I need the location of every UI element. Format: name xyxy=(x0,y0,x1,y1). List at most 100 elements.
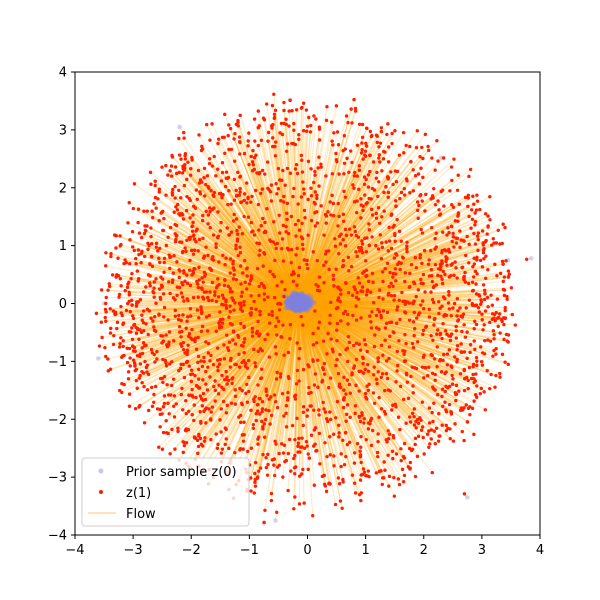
flow-line xyxy=(211,269,296,302)
flow-line xyxy=(296,305,301,349)
flow-line xyxy=(303,302,453,368)
flow-line xyxy=(308,296,380,304)
flow-line xyxy=(268,305,298,358)
flow-line xyxy=(306,301,414,323)
flow-line xyxy=(253,234,298,301)
flow-line xyxy=(298,302,376,404)
flow-line xyxy=(298,191,345,301)
flow-line xyxy=(267,188,299,298)
flow-line xyxy=(298,302,340,426)
flow-line xyxy=(312,270,444,304)
flow-line xyxy=(250,156,298,299)
flow-line xyxy=(263,232,298,299)
flow-line xyxy=(158,220,295,301)
flow-line xyxy=(173,211,294,301)
flow-line xyxy=(301,291,426,303)
flow-line xyxy=(233,138,299,301)
flow-line xyxy=(303,303,398,352)
flow-line xyxy=(200,304,298,422)
flow-line xyxy=(213,304,295,366)
flow-line xyxy=(161,286,297,303)
flow-line xyxy=(154,180,297,300)
flow-line xyxy=(300,302,366,346)
flow-line xyxy=(306,289,485,305)
flow-line xyxy=(300,303,414,387)
flow-line xyxy=(304,301,439,305)
flow-line xyxy=(300,286,339,303)
flow-line xyxy=(240,306,299,423)
flow-line xyxy=(299,302,443,390)
flow-line xyxy=(300,306,363,475)
flow-line xyxy=(199,302,297,389)
flow-line xyxy=(110,301,297,334)
flow-line xyxy=(241,303,297,391)
flow-line xyxy=(299,304,365,470)
flow-line xyxy=(299,216,340,298)
flow-line xyxy=(243,304,298,423)
flow-line xyxy=(135,257,294,302)
flow-line xyxy=(303,303,426,328)
flow-line xyxy=(248,305,297,392)
flow-line xyxy=(163,229,294,300)
flow-line xyxy=(294,309,301,397)
flow-line xyxy=(176,173,297,300)
flow-line xyxy=(297,196,303,298)
flow-line xyxy=(299,241,387,302)
flow-line xyxy=(246,304,298,385)
flow-line xyxy=(239,306,298,449)
flow-line xyxy=(123,302,296,342)
flow-line xyxy=(285,306,298,461)
flow-line xyxy=(279,132,300,298)
flow-line xyxy=(301,303,501,378)
flow-line xyxy=(304,232,454,300)
flow-line xyxy=(302,242,383,300)
flow-line xyxy=(275,303,298,355)
flow-line xyxy=(303,303,453,376)
flow-line xyxy=(197,283,297,303)
flow-line xyxy=(198,287,296,303)
flow-line xyxy=(194,304,297,438)
flow-line xyxy=(264,306,298,511)
flow-line xyxy=(282,306,294,326)
flow-line xyxy=(259,305,297,399)
flow-line xyxy=(301,304,435,390)
flow-line xyxy=(306,272,406,301)
flow-line xyxy=(302,302,413,368)
flow-line xyxy=(302,303,488,341)
flow-line xyxy=(259,250,295,300)
flow-line xyxy=(254,305,298,480)
flow-line xyxy=(300,302,477,359)
flow-line xyxy=(165,305,295,422)
flow-line xyxy=(296,310,303,448)
flow-line xyxy=(298,191,316,300)
flow-line xyxy=(123,302,295,357)
flow-line xyxy=(303,302,382,317)
flow-line xyxy=(299,157,380,299)
flow-line xyxy=(260,304,296,350)
flow-line xyxy=(193,297,297,303)
flow-line xyxy=(123,301,299,348)
flow-line xyxy=(298,302,328,457)
flow-line xyxy=(248,132,299,300)
flow-line xyxy=(228,149,298,298)
flow-line xyxy=(298,234,396,303)
flow-line xyxy=(297,308,312,393)
flow-line xyxy=(296,110,307,294)
flow-line xyxy=(257,127,297,298)
flow-line xyxy=(307,305,441,336)
flow-line xyxy=(203,303,294,363)
flow-line xyxy=(182,250,293,302)
flow-line xyxy=(304,301,497,314)
flow-line xyxy=(136,301,296,329)
flow-line xyxy=(302,303,387,362)
flow-line xyxy=(106,296,293,304)
flow-line xyxy=(117,301,297,323)
flow-line xyxy=(176,261,298,303)
flow-line xyxy=(255,190,300,302)
flow-line xyxy=(131,301,295,306)
flow-line xyxy=(301,305,436,445)
flow-line xyxy=(304,304,443,340)
flow-line xyxy=(182,214,293,301)
flow-line xyxy=(299,302,338,325)
flow-line xyxy=(160,276,295,304)
